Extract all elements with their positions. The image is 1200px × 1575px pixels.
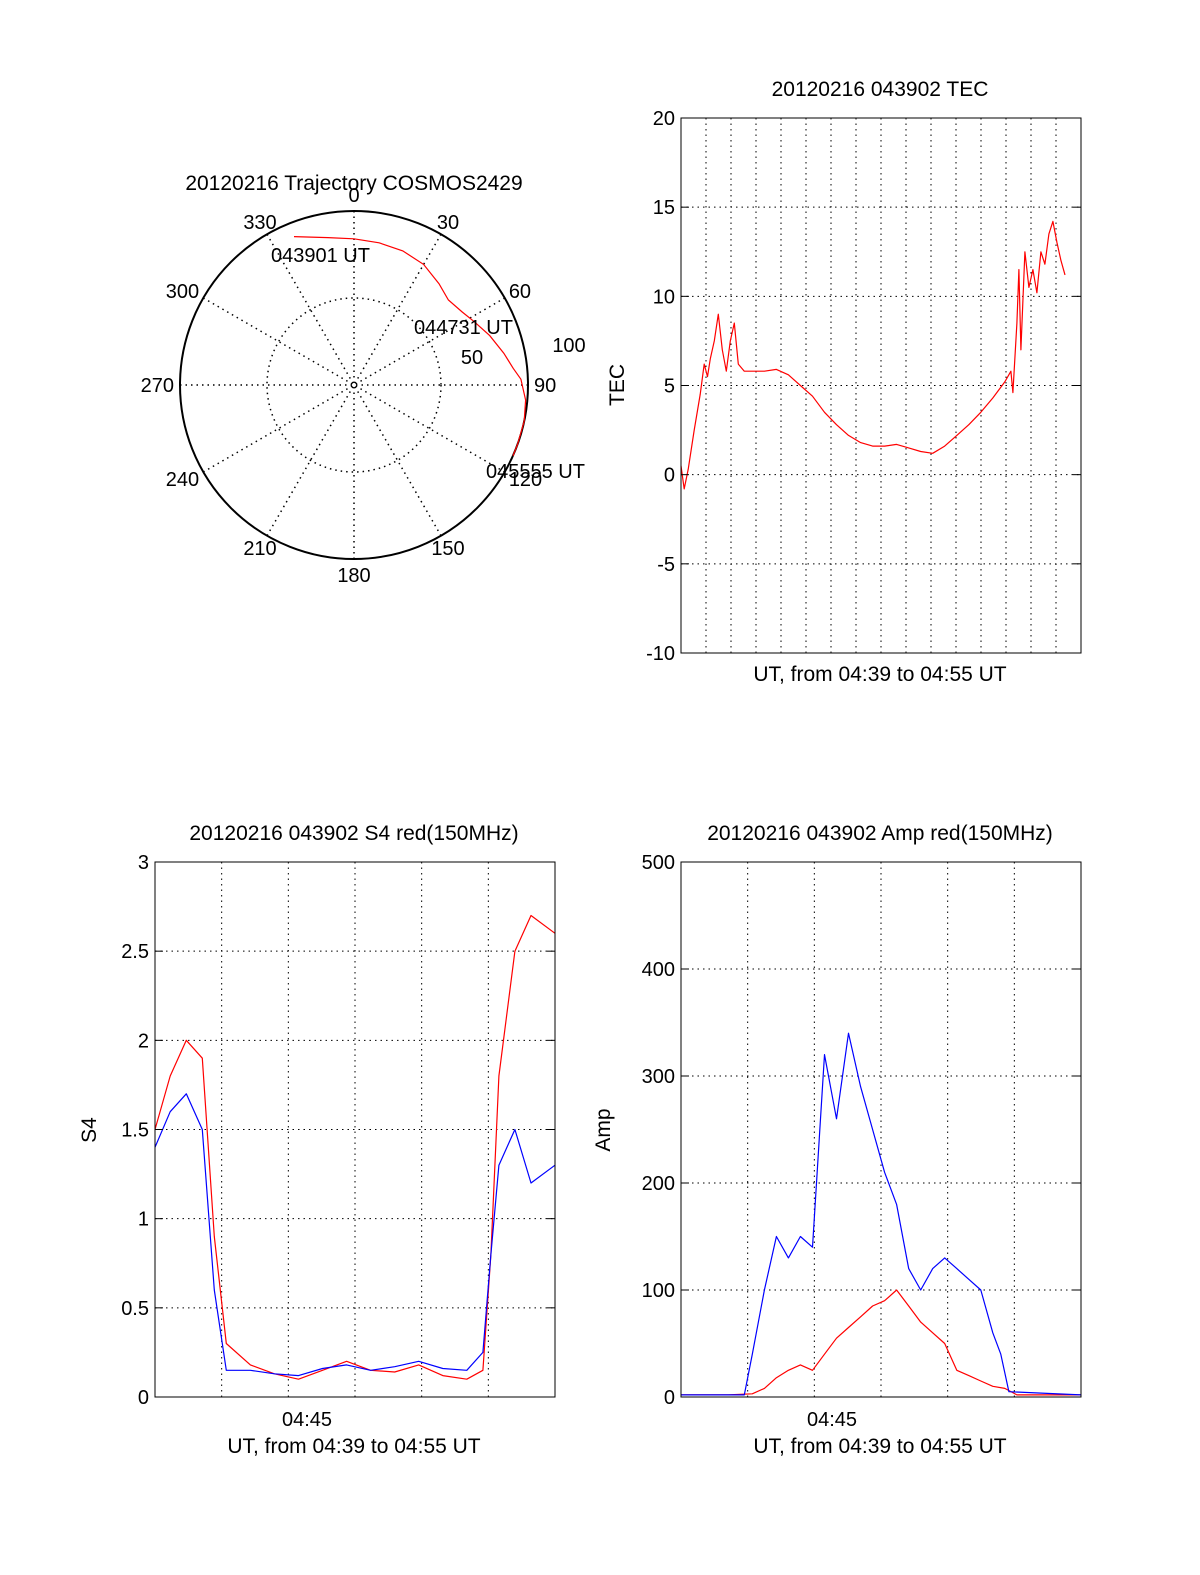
amp-panel: 20120216 043902 Amp red(150MHz) 0 100 200 3… <box>592 822 1082 1458</box>
s4-ytick-label: 0.5 <box>121 1298 149 1320</box>
s4-ytick-label: 1 <box>138 1209 149 1231</box>
amp-lines <box>681 1032 1082 1396</box>
polar-az-label-300: 300 <box>166 281 199 303</box>
tec-grid <box>681 118 1081 653</box>
s4-lines <box>154 914 556 1380</box>
polar-grid-circle-50 <box>266 297 442 473</box>
amp-title: 20120216 043902 Amp red(150MHz) <box>707 822 1053 845</box>
polar-az-label-270: 270 <box>141 375 174 397</box>
tec-ytick-label: 10 <box>653 286 675 308</box>
polar-outer-circle <box>179 210 529 560</box>
polar-spoke <box>266 233 442 537</box>
tec-ytick-label: -10 <box>646 643 675 665</box>
tec-ytick-label: 0 <box>664 465 675 487</box>
s4-x-tick-0445: 04:45 <box>282 1409 332 1431</box>
tec-panel: 20120216 043902 TEC -10 -5 0 5 10 15 20 TEC UT… <box>606 78 1082 686</box>
amp-x-tick-0445: 04:45 <box>807 1409 857 1431</box>
polar-panel: 20120216 Trajectory COSMOS2429 0 30 60 90 12… <box>141 172 586 587</box>
polar-az-label-210: 210 <box>243 538 276 560</box>
polar-az-label-60: 60 <box>509 281 531 303</box>
polar-grid <box>180 211 528 559</box>
tec-axes-frame <box>680 117 1082 654</box>
amp-grid <box>681 862 1081 1397</box>
polar-radius-label-100: 100 <box>552 335 585 357</box>
polar-az-label-330: 330 <box>243 212 276 234</box>
polar-az-label-120: 120 <box>509 469 542 491</box>
amp-ytick-label: 400 <box>642 959 675 981</box>
amp-axes-frame <box>680 861 1082 1398</box>
s4-x-label: UT, from 04:39 to 04:55 UT <box>227 1435 480 1458</box>
s4-y-label: S4 <box>78 1117 101 1143</box>
polar-radius-label-50: 50 <box>461 347 483 369</box>
s4-panel: 20120216 043902 S4 red(150MHz) 0 0.5 1 1.5 2… <box>78 822 556 1458</box>
amp-series-red <box>681 1289 1081 1396</box>
polar-az-label-90: 90 <box>534 375 556 397</box>
polar-az-label-180: 180 <box>337 565 370 587</box>
s4-ytick-label: 3 <box>138 852 149 874</box>
tec-title: 20120216 043902 TEC <box>772 78 989 101</box>
amp-ytick-label: 200 <box>642 1173 675 1195</box>
s4-ytick-label: 0 <box>138 1387 149 1409</box>
s4-title: 20120216 043902 S4 red(150MHz) <box>189 822 518 845</box>
polar-annotation-mid: 044731 UT <box>414 317 513 339</box>
tec-ytick-label: -5 <box>657 554 675 576</box>
amp-ytick-label: 100 <box>642 1280 675 1302</box>
amp-y-label: Amp <box>592 1108 615 1151</box>
amp-y-ticks: 0 100 200 300 400 500 <box>642 852 1081 1409</box>
amp-series-blue <box>681 1032 1082 1396</box>
amp-ytick-label: 0 <box>664 1387 675 1409</box>
tec-x-label: UT, from 04:39 to 04:55 UT <box>753 663 1006 686</box>
tec-frame <box>680 117 1082 654</box>
s4-axes-frame <box>154 861 556 1398</box>
polar-annotation-start: 043901 UT <box>271 245 370 267</box>
s4-series-red <box>154 914 556 1380</box>
polar-az-label-240: 240 <box>166 469 199 491</box>
polar-spoke <box>266 233 442 537</box>
amp-x-label: UT, from 04:39 to 04:55 UT <box>753 1435 1006 1458</box>
s4-y-ticks: 0 0.5 1 1.5 2 2.5 3 <box>121 852 555 1409</box>
polar-title: 20120216 Trajectory COSMOS2429 <box>185 172 522 195</box>
tec-ytick-label: 5 <box>664 376 675 398</box>
tec-y-ticks: -10 -5 0 5 10 15 20 <box>646 108 1081 665</box>
polar-azimuth-labels: 0 30 60 90 120 150 180 210 240 270 300 330 <box>141 185 557 587</box>
polar-trajectory-line <box>293 236 527 457</box>
tec-ytick-label: 15 <box>653 197 675 219</box>
s4-series-blue <box>154 1093 556 1377</box>
amp-frame <box>680 861 1082 1398</box>
tec-series-red <box>680 220 1066 490</box>
s4-frame <box>154 861 556 1398</box>
polar-annotation-end: 045555 UT <box>486 461 585 483</box>
polar-az-label-0: 0 <box>348 185 359 207</box>
s4-ytick-label: 2.5 <box>121 941 149 963</box>
amp-ytick-label: 500 <box>642 852 675 874</box>
tec-y-label: TEC <box>606 364 629 406</box>
s4-ytick-label: 1.5 <box>121 1120 149 1142</box>
s4-grid <box>155 862 555 1397</box>
polar-az-label-30: 30 <box>437 212 459 234</box>
tec-ytick-label: 20 <box>653 108 675 130</box>
polar-az-label-150: 150 <box>431 538 464 560</box>
amp-ytick-label: 300 <box>642 1066 675 1088</box>
s4-ytick-label: 2 <box>138 1030 149 1052</box>
tec-lines <box>680 220 1066 490</box>
